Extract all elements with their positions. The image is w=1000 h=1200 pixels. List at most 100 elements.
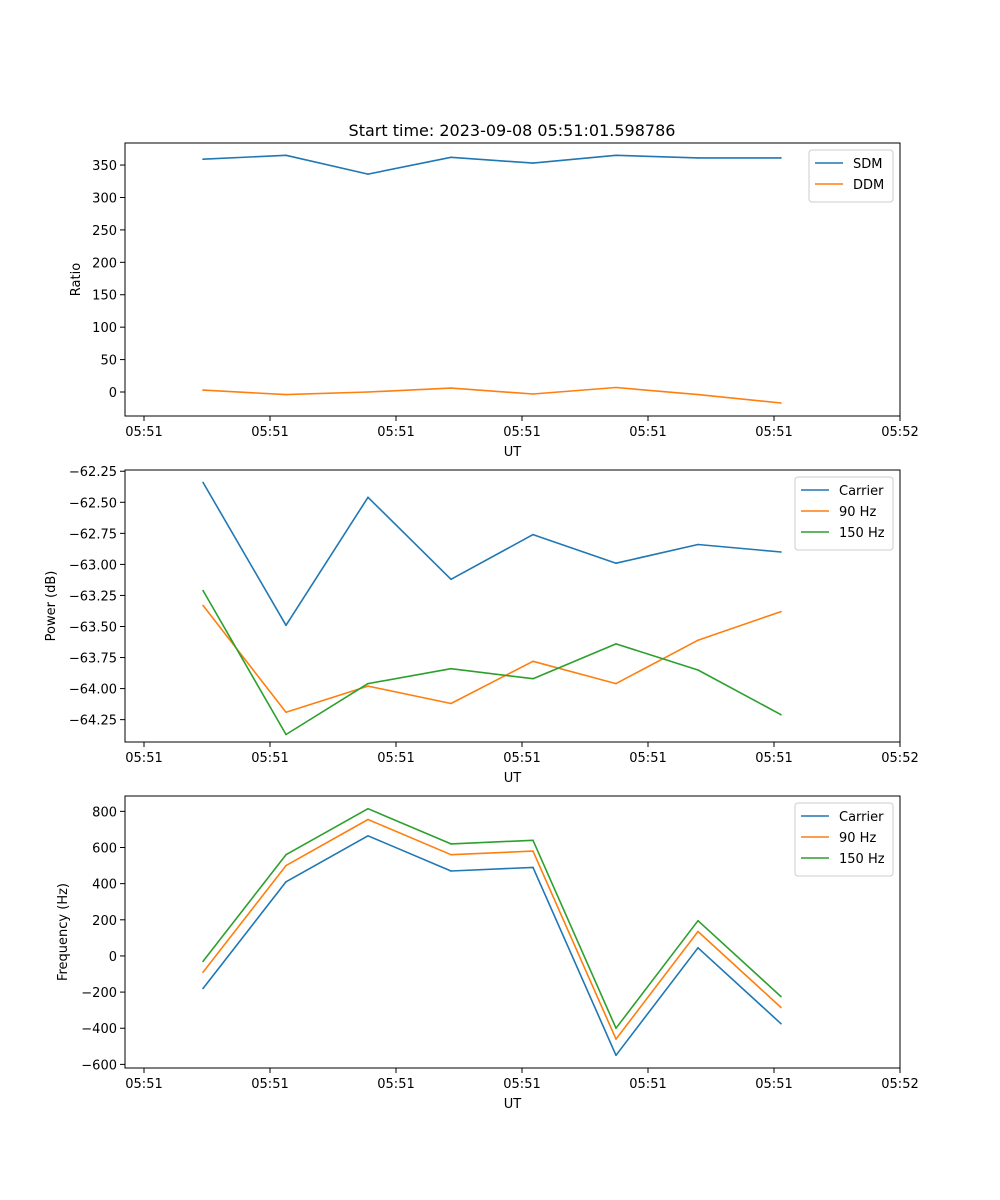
legend: Carrier 90 Hz 150 Hz: [794, 802, 894, 877]
data-point: [615, 562, 617, 564]
data-point: [615, 682, 617, 685]
data-point: [202, 987, 204, 990]
data-point: [450, 843, 452, 845]
y-tick-label: 400: [92, 878, 117, 893]
legend-label: SDM: [853, 157, 882, 172]
data-point: [202, 389, 204, 391]
series-line-150-hz: [202, 807, 782, 1029]
series-line-90-hz: [202, 818, 782, 1040]
data-point: [780, 713, 782, 716]
data-point: [450, 702, 452, 705]
y-axis-label: Ratio: [69, 263, 84, 296]
data-point: [450, 156, 452, 159]
x-tick-label: 05:51: [629, 1077, 666, 1092]
y-tick-label: −64.25: [69, 714, 117, 729]
axes-frame: [124, 142, 901, 417]
y-tick-label: −600: [81, 1058, 117, 1073]
axes-frame: [124, 469, 901, 743]
x-axis-label: UT: [504, 771, 522, 786]
y-tick-label: 100: [92, 321, 117, 336]
series-line-carrier: [202, 481, 782, 627]
series-line-sdm: [202, 154, 781, 175]
data-point: [532, 660, 534, 663]
panel-1: 05:51 05:51 05:51 05:51 05:51 05:51 05:52 0 50 10…: [69, 142, 919, 460]
data-point: [532, 839, 534, 842]
data-point: [697, 919, 699, 922]
data-point: [202, 481, 204, 484]
y-tick-label: 600: [92, 842, 117, 857]
data-point: [367, 835, 369, 837]
legend: SDM DDM: [808, 149, 894, 203]
data-point: [285, 711, 287, 713]
y-tick-label: −62.75: [69, 527, 117, 542]
data-point: [450, 387, 452, 389]
series-line-ddm: [202, 386, 782, 404]
x-tick-label: 05:51: [755, 1077, 792, 1092]
axes-frame: [124, 795, 901, 1069]
chart-title: Start time: 2023-09-08 05:51:01.598786: [349, 121, 676, 140]
y-tick-label: 0: [109, 950, 117, 965]
data-point: [697, 157, 699, 159]
data-point: [780, 157, 782, 159]
data-point: [780, 995, 782, 998]
series-line-150-hz: [202, 590, 782, 736]
y-axis-label: Frequency (Hz): [56, 883, 71, 981]
y-tick-label: 250: [92, 224, 117, 239]
data-point: [367, 685, 369, 687]
x-tick-label: 05:51: [503, 751, 540, 766]
x-tick-label: 05:51: [251, 751, 288, 766]
x-tick-label: 05:51: [377, 425, 414, 440]
x-tick-label: 05:51: [377, 751, 414, 766]
data-point: [367, 818, 369, 821]
y-tick-label: −63.75: [69, 652, 117, 667]
data-point: [697, 639, 699, 641]
panel-2: 05:51 05:51 05:51 05:51 05:51 05:51 05:52 −64.2…: [44, 465, 919, 786]
data-point: [450, 578, 452, 581]
legend: Carrier 90 Hz 150 Hz: [794, 476, 894, 551]
data-point: [285, 393, 287, 396]
y-tick-label: 200: [92, 256, 117, 271]
y-tick-label: −62.25: [69, 465, 117, 480]
data-point: [780, 610, 782, 613]
data-point: [285, 864, 287, 867]
data-point: [450, 870, 452, 872]
y-tick-label: −200: [81, 986, 117, 1001]
y-tick-label: 150: [92, 289, 117, 304]
data-point: [780, 1006, 782, 1009]
data-point: [780, 551, 782, 553]
series-line-carrier: [202, 834, 782, 1057]
series-line-90-hz: [202, 604, 782, 714]
legend-label: 150 Hz: [839, 526, 885, 541]
data-point: [367, 807, 369, 810]
data-point: [367, 496, 369, 499]
y-tick-label: −63.50: [69, 620, 117, 635]
x-tick-label: 05:51: [377, 1077, 414, 1092]
data-point: [780, 1022, 782, 1025]
data-point: [532, 162, 534, 164]
data-point: [202, 604, 204, 607]
y-tick-label: 0: [109, 386, 117, 401]
x-tick-label: 05:51: [755, 751, 792, 766]
data-point: [450, 667, 452, 670]
legend-label: DDM: [853, 178, 884, 193]
x-tick-label: 05:51: [125, 751, 162, 766]
legend-label: Carrier: [839, 484, 884, 499]
x-tick-label: 05:52: [881, 1077, 918, 1092]
data-point: [202, 971, 204, 973]
legend-label: 150 Hz: [839, 852, 885, 867]
data-point: [697, 930, 699, 933]
x-tick-label: 05:51: [629, 425, 666, 440]
data-point: [367, 173, 369, 175]
data-point: [285, 624, 287, 627]
data-point: [615, 1054, 617, 1057]
x-tick-label: 05:51: [125, 425, 162, 440]
x-tick-label: 05:51: [251, 425, 288, 440]
x-tick-label: 05:51: [125, 1077, 162, 1092]
data-point: [780, 402, 782, 404]
data-point: [532, 677, 534, 680]
data-point: [697, 669, 699, 671]
y-tick-label: −63.00: [69, 558, 117, 573]
data-point: [285, 881, 287, 883]
x-tick-label: 05:51: [503, 1077, 540, 1092]
y-tick-label: 350: [92, 159, 117, 174]
